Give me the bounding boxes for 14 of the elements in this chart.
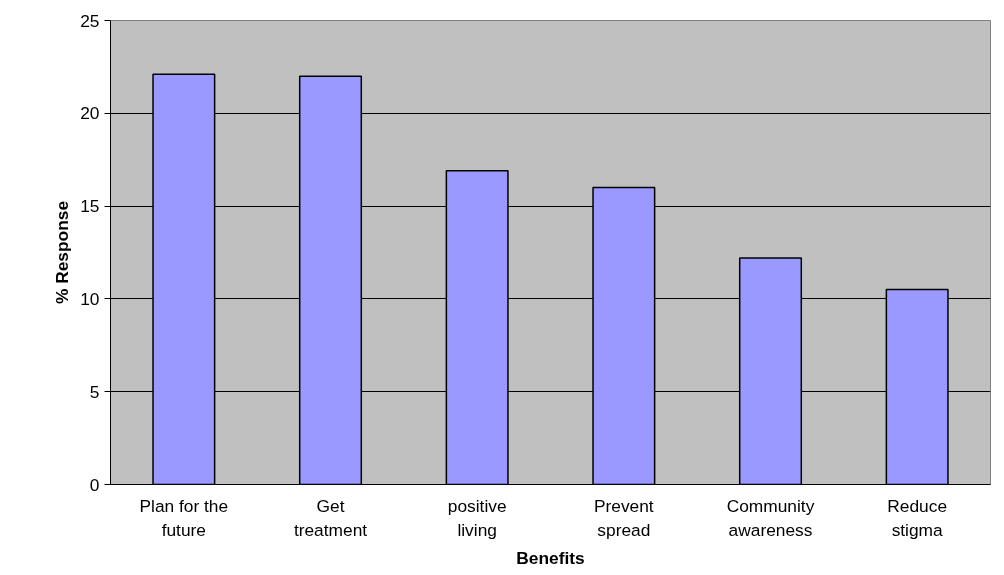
x-tick-label: Reduce stigma bbox=[887, 495, 948, 540]
y-tick-label: 10 bbox=[80, 288, 100, 309]
x-axis-title: Benefits bbox=[516, 547, 585, 568]
y-tick-label: 20 bbox=[80, 103, 100, 124]
y-tick-label: 25 bbox=[80, 10, 100, 31]
y-tick-label: 15 bbox=[80, 196, 100, 217]
y-tick-label: 5 bbox=[89, 381, 100, 402]
y-tick-label: 0 bbox=[89, 474, 100, 495]
y-axis-title: % Response bbox=[52, 200, 73, 305]
x-tick-label: Community awareness bbox=[726, 495, 815, 540]
x-tick-label: Plan for the future bbox=[139, 495, 229, 540]
x-tick-label: positive living bbox=[447, 495, 507, 540]
x-tick-label: Prevent spread bbox=[593, 495, 654, 540]
x-tick-label: Get treatment bbox=[293, 495, 368, 540]
